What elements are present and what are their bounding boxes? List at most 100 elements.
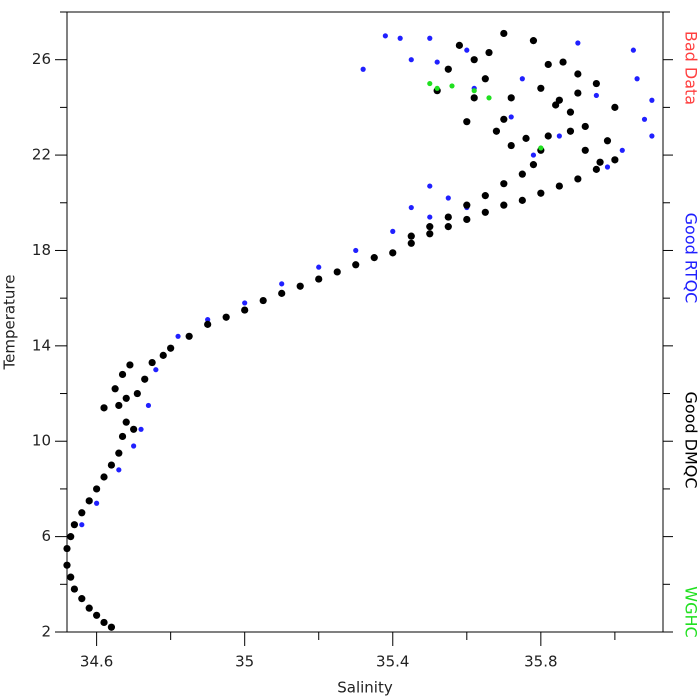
data-point (222, 313, 230, 321)
data-point (78, 595, 86, 603)
data-point (116, 467, 122, 473)
data-point (333, 268, 341, 276)
data-point (382, 33, 388, 39)
data-point (118, 370, 127, 379)
data-point (500, 115, 508, 123)
data-point (463, 215, 471, 224)
data-point (111, 385, 119, 393)
data-point (63, 561, 71, 569)
x-tick-label: 35.4 (376, 653, 409, 671)
y-axis-label: Temperature (1, 274, 19, 370)
data-point (278, 289, 286, 297)
data-point (185, 332, 193, 340)
y-tick-label: 14 (32, 336, 51, 354)
data-point (445, 195, 451, 201)
data-point (581, 146, 589, 154)
data-point (130, 425, 138, 433)
data-point (141, 375, 149, 383)
data-point (94, 500, 100, 506)
data-point (115, 401, 123, 410)
data-point (470, 94, 478, 102)
data-point (352, 261, 360, 269)
data-point (427, 183, 433, 189)
data-point (408, 57, 414, 63)
data-point (529, 37, 538, 45)
data-point (556, 133, 562, 139)
data-point (79, 522, 85, 528)
data-point (122, 418, 130, 426)
data-point (555, 182, 563, 190)
data-point (566, 108, 575, 116)
data-point (434, 59, 440, 65)
data-point (100, 473, 108, 481)
data-point (574, 175, 582, 183)
data-point (63, 544, 71, 553)
y-tick-label: 6 (41, 527, 51, 545)
data-point (67, 573, 75, 581)
data-point (353, 247, 359, 254)
data-point (444, 65, 452, 73)
data-point (85, 497, 93, 505)
legend-entry: WGHC (682, 586, 700, 637)
data-point (145, 402, 152, 409)
legend-entry: Bad Data (682, 31, 700, 105)
data-point (434, 85, 440, 91)
data-point (426, 223, 434, 231)
data-point (611, 156, 619, 164)
data-point (407, 239, 415, 247)
data-point (93, 485, 101, 493)
data-point (481, 192, 489, 200)
data-point (427, 214, 433, 220)
data-point (241, 306, 249, 314)
data-point (649, 97, 655, 103)
data-point (581, 122, 589, 131)
data-point (279, 281, 285, 287)
data-point (500, 180, 508, 188)
data-point (407, 232, 415, 240)
data-point (444, 223, 452, 231)
data-point (518, 196, 526, 204)
y-tick-label: 22 (32, 146, 51, 164)
data-point (470, 56, 478, 64)
legend-entry: Good DMQC (682, 391, 700, 488)
x-tick-label: 35.8 (524, 653, 557, 671)
x-tick-label: 34.6 (80, 653, 113, 671)
data-point (390, 228, 396, 234)
data-point (559, 58, 567, 66)
data-point (593, 92, 599, 99)
data-point (566, 127, 575, 135)
data-point (537, 189, 545, 197)
data-point (634, 76, 640, 82)
data-point (492, 127, 501, 135)
data-point (70, 521, 79, 529)
data-point (204, 320, 212, 328)
data-point (507, 94, 515, 102)
x-tick-label: 35 (235, 653, 254, 671)
y-tick-label: 2 (41, 623, 51, 641)
data-point (70, 585, 79, 593)
data-point (530, 152, 537, 158)
data-point (159, 351, 167, 359)
data-point (408, 204, 414, 211)
y-tick-label: 26 (32, 50, 51, 68)
data-point (449, 83, 455, 89)
y-tick-label: 10 (32, 432, 51, 450)
data-point (507, 141, 515, 150)
data-point (427, 80, 433, 87)
data-point (544, 60, 552, 69)
data-point (153, 367, 159, 373)
data-point (481, 208, 489, 216)
data-point (649, 133, 655, 139)
data-point (360, 66, 366, 72)
data-point (575, 40, 581, 46)
data-point (574, 89, 582, 97)
data-point (205, 317, 211, 323)
data-point (175, 333, 181, 339)
data-point (67, 533, 75, 541)
plot-frame (66, 11, 664, 633)
data-point (370, 254, 378, 262)
data-point (107, 461, 116, 469)
data-point (397, 35, 403, 41)
data-point (537, 84, 545, 92)
